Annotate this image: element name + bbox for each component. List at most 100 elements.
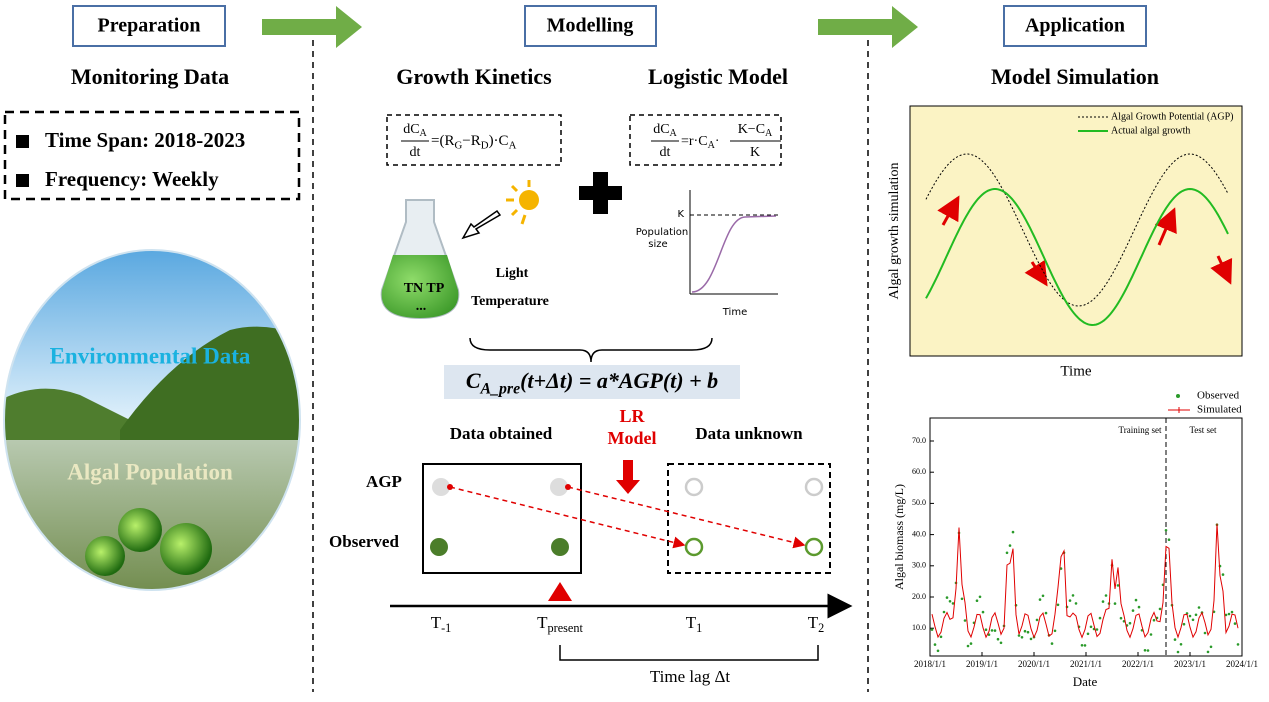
- image-frame: [3, 249, 301, 591]
- observed-point: [1053, 629, 1057, 633]
- observed-point: [948, 600, 952, 603]
- step-box: [1003, 5, 1147, 47]
- formula-part: dC: [653, 122, 669, 137]
- formula-part: dt: [660, 145, 671, 160]
- observed-point: [1017, 634, 1021, 637]
- observed-point: [1068, 599, 1072, 602]
- observed-point: [987, 633, 991, 636]
- step-label: Preparation: [98, 15, 201, 37]
- group-title: Data unknown: [695, 424, 803, 443]
- factor-label: Temperature: [471, 294, 549, 309]
- observed-point: [1176, 650, 1180, 654]
- flask-label: TN TP: [404, 281, 445, 296]
- observed-point: [945, 596, 949, 599]
- observed-point: [1188, 614, 1192, 618]
- observed-point: [978, 595, 982, 599]
- observed-point: [1137, 605, 1141, 609]
- formula-part: T: [686, 613, 697, 632]
- observed-point: [430, 538, 448, 556]
- trend-arrows: [937, 195, 1233, 287]
- lag-label: Time lag Δt: [650, 667, 730, 686]
- formula-part: dt: [410, 145, 421, 160]
- y-axis-label: Algal biomass (mg/L): [892, 484, 906, 590]
- formula-part: =r·C: [681, 134, 708, 149]
- observed-point: [1209, 645, 1213, 649]
- timeseries-plot: [929, 417, 1243, 657]
- formula-part: A: [509, 140, 517, 152]
- observed-point: [999, 641, 1003, 645]
- x-axis-label: Time: [1060, 363, 1091, 379]
- observed-point: [990, 629, 994, 632]
- observed-point: [981, 610, 985, 614]
- formula-part: (t+Δt) = a*AGP(t) + b: [520, 368, 718, 393]
- observed-point: [1134, 598, 1138, 602]
- bullet: [16, 135, 29, 148]
- observed-point: [1071, 594, 1075, 597]
- sun-rays: [506, 180, 531, 225]
- observed-point: [1056, 603, 1060, 607]
- formula: =r·CA·: [681, 134, 720, 151]
- formula-part: A: [670, 129, 678, 140]
- observed-point: [951, 602, 955, 605]
- section-title: Logistic Model: [648, 64, 788, 89]
- observed-point: [1011, 530, 1015, 534]
- curve-label: Population: [636, 227, 689, 238]
- growth-curve: [925, 187, 1229, 327]
- agp-curve: [925, 153, 1229, 307]
- x-axis-label: Date: [1073, 674, 1098, 689]
- formula: K−CA: [738, 122, 773, 139]
- x-tick-label: 2022/1/1: [1122, 659, 1154, 669]
- observed-point: [1119, 616, 1123, 620]
- formula: dt: [660, 145, 671, 160]
- observed-point: [1098, 616, 1102, 620]
- formula-part: 1: [696, 621, 702, 635]
- observed-point: [1005, 551, 1009, 555]
- observed-point: [993, 629, 997, 632]
- formula: T-1: [431, 613, 452, 635]
- observed-point: [975, 599, 979, 602]
- observed-point: [969, 642, 973, 645]
- formula-part: −R: [462, 133, 480, 149]
- observed-point: [1131, 609, 1135, 612]
- light-arrow: [461, 209, 502, 240]
- step-box: [72, 5, 226, 47]
- formula-part: -1: [441, 621, 451, 635]
- observed-point: [1050, 642, 1054, 645]
- observed-point: [1149, 633, 1153, 636]
- formula: dt: [410, 145, 421, 160]
- agp-point: [550, 478, 568, 496]
- formula: T1: [686, 613, 703, 635]
- x-tick-label: 2023/1/1: [1174, 659, 1206, 669]
- observed-point: [1221, 573, 1225, 576]
- formula-part: G: [454, 140, 462, 152]
- observed-point: [930, 628, 934, 631]
- curve-label: Time: [722, 307, 747, 318]
- flow-arrow: [818, 6, 918, 48]
- formula-part: 2: [818, 621, 824, 635]
- observed-point: [1038, 598, 1042, 601]
- observed-point: [1029, 637, 1033, 641]
- formula: dCA: [653, 122, 677, 139]
- observed-point: [1194, 613, 1198, 617]
- row-label: Observed: [329, 532, 399, 551]
- sun: [519, 190, 539, 210]
- x-tick-label: 2020/1/1: [1018, 659, 1050, 669]
- lag-bracket: [559, 645, 819, 661]
- flow-arrow: [262, 6, 362, 48]
- formula-part: T: [808, 613, 819, 632]
- y-tick-label: 20.0: [912, 592, 926, 601]
- agp-point: [432, 478, 450, 496]
- observed-point: [1035, 618, 1039, 622]
- observed-point: [933, 643, 937, 646]
- lr-label: Model: [608, 428, 657, 448]
- row-label: AGP: [366, 472, 402, 491]
- formula: Tpresent: [537, 613, 583, 635]
- observed-point: [1008, 544, 1012, 547]
- formula-part: A: [765, 129, 773, 140]
- obtained-box: [422, 463, 582, 574]
- formula-part: present: [548, 621, 584, 635]
- legend-swatch: [1176, 407, 1182, 413]
- y-tick-label: 40.0: [912, 529, 926, 538]
- section-title: Growth Kinetics: [396, 64, 552, 89]
- annotation: Training set: [1119, 425, 1162, 435]
